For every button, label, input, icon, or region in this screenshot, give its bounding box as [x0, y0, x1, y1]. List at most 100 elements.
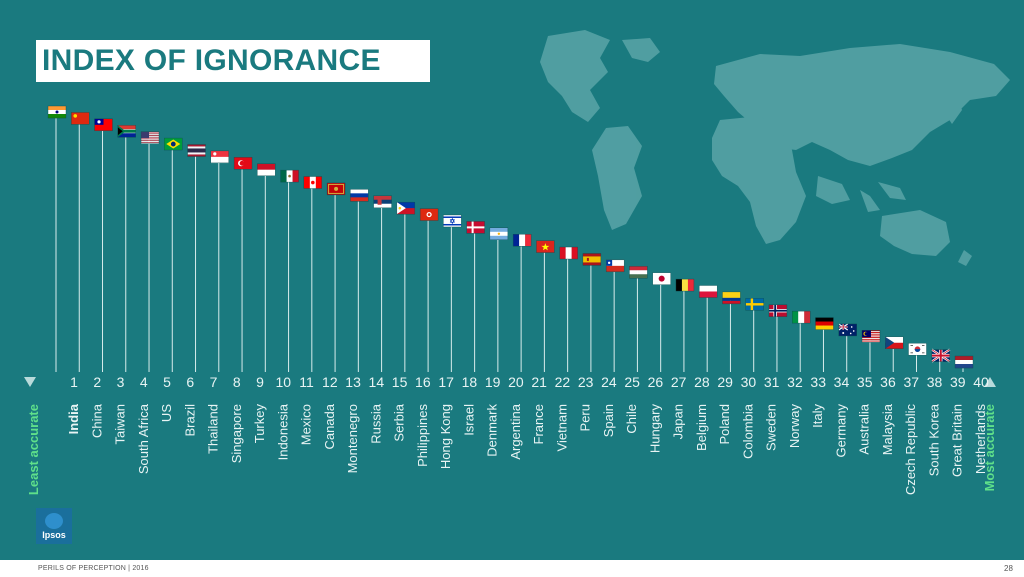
ipsos-logo: Ipsos — [36, 508, 72, 544]
flag-peru-icon — [559, 246, 578, 260]
flag-vietnam-icon — [536, 240, 555, 253]
country-label: Sweden — [764, 404, 779, 451]
country-label: South Africa — [136, 403, 151, 474]
map-landmass — [816, 176, 850, 204]
ipsos-logo-text: Ipsos — [42, 530, 66, 540]
flag-serbia-icon — [373, 195, 392, 208]
rank-number: 6 — [186, 374, 194, 390]
rank-number: 19 — [485, 374, 501, 390]
most-accurate-label: Most accurate — [982, 404, 997, 491]
rank-number: 3 — [117, 374, 125, 390]
map-landmass — [944, 92, 962, 124]
flag-indonesia-icon — [257, 163, 276, 176]
rank-number: 37 — [903, 374, 919, 390]
country-label: Italy — [810, 404, 825, 428]
flag-us-icon — [140, 131, 160, 144]
rank-number: 13 — [345, 374, 361, 390]
country-label: Belgium — [694, 404, 709, 451]
country-label: US — [159, 404, 174, 422]
flag-south-africa-icon — [117, 125, 136, 138]
map-landmass — [540, 30, 610, 122]
rank-number: 2 — [93, 374, 101, 390]
rank-number: 12 — [322, 374, 338, 390]
flag-philippines-icon — [396, 201, 416, 215]
country-label: Turkey — [252, 404, 267, 444]
map-landmass — [712, 116, 806, 244]
country-label: Spain — [601, 404, 616, 437]
flag-norway-icon — [768, 304, 788, 317]
flag-mexico-icon — [280, 169, 299, 183]
country-label: Mexico — [299, 404, 314, 445]
country-label: Vietnam — [554, 404, 569, 451]
flag-great-britain-icon — [931, 348, 951, 363]
country-label: Colombia — [740, 403, 755, 459]
rank-number: 24 — [601, 374, 617, 390]
rank-number: 30 — [741, 374, 757, 390]
flag-south-korea-icon — [908, 342, 927, 356]
rank-number: 17 — [438, 374, 454, 390]
map-landmass — [592, 126, 642, 230]
flag-india-icon — [47, 105, 67, 119]
country-label: China — [89, 403, 104, 438]
country-label: Brazil — [182, 404, 197, 437]
rank-number: 1 — [70, 374, 78, 390]
country-label: Germany — [833, 404, 848, 458]
left-arrow-icon — [24, 377, 36, 387]
country-label: Denmark — [485, 404, 500, 457]
map-landmass — [622, 38, 660, 62]
flag-spain-icon — [582, 253, 602, 266]
country-label: Peru — [578, 404, 593, 431]
rank-number: 16 — [415, 374, 431, 390]
flag-sweden-icon — [745, 298, 764, 311]
flag-netherlands-icon — [954, 355, 974, 369]
flag-belgium-icon — [675, 278, 695, 292]
ipsos-logo-icon — [45, 513, 63, 529]
country-label: Malaysia — [880, 403, 895, 455]
flag-australia-icon — [838, 323, 857, 337]
rank-number: 15 — [392, 374, 408, 390]
flag-chile-icon — [605, 259, 625, 273]
flag-denmark-icon — [466, 221, 485, 234]
page-title: INDEX OF IGNORANCE — [42, 44, 381, 77]
rank-number: 21 — [531, 374, 547, 390]
flag-israel-icon — [443, 214, 462, 228]
country-label: Hong Kong — [438, 404, 453, 469]
rank-number: 26 — [648, 374, 664, 390]
rank-number: 38 — [927, 374, 943, 390]
flag-singapore-icon — [210, 150, 229, 164]
country-label: Netherlands — [973, 404, 988, 475]
flag-china-icon — [71, 112, 90, 125]
country-label: Hungary — [647, 404, 662, 454]
flag-hungary-icon — [629, 266, 648, 279]
slide: 1 2 3 4 5 6 7 8 9 10 11 12 13 14 15 16 17 18 19 20 21 22 23 24 2… — [0, 0, 1024, 560]
flag-canada-icon — [303, 176, 323, 189]
least-accurate-label: Least accurate — [26, 404, 41, 495]
map-landmass — [958, 250, 972, 266]
rank-number: 34 — [834, 374, 850, 390]
flag-turkey-icon — [233, 157, 253, 170]
rank-number: 11 — [299, 374, 314, 390]
flag-russia-icon — [350, 189, 369, 202]
ranking-chart: 1 2 3 4 5 6 7 8 9 10 11 12 13 14 15 16 17 18 19 20 21 22 23 24 2… — [24, 30, 1010, 495]
country-label: India — [66, 403, 81, 434]
country-label: Taiwan — [113, 404, 128, 444]
rank-number: 25 — [624, 374, 640, 390]
country-label: Singapore — [229, 404, 244, 463]
rank-number: 23 — [578, 374, 594, 390]
map-landmass — [878, 182, 906, 200]
flag-hong-kong-icon — [419, 208, 439, 221]
country-label: Montenegro — [345, 404, 360, 473]
country-label: Indonesia — [275, 403, 290, 460]
right-arrow-icon — [984, 377, 996, 387]
country-label: Philippines — [415, 404, 430, 467]
country-label: Serbia — [392, 403, 407, 441]
world-map — [540, 30, 1010, 266]
country-label: Chile — [624, 404, 639, 434]
flag-germany-icon — [815, 317, 834, 330]
flag-brazil-icon — [164, 137, 183, 151]
rank-number: 28 — [694, 374, 710, 390]
country-label: South Korea — [926, 403, 941, 476]
rank-number: 8 — [233, 374, 241, 390]
rank-number: 5 — [163, 374, 171, 390]
rank-number: 20 — [508, 374, 524, 390]
